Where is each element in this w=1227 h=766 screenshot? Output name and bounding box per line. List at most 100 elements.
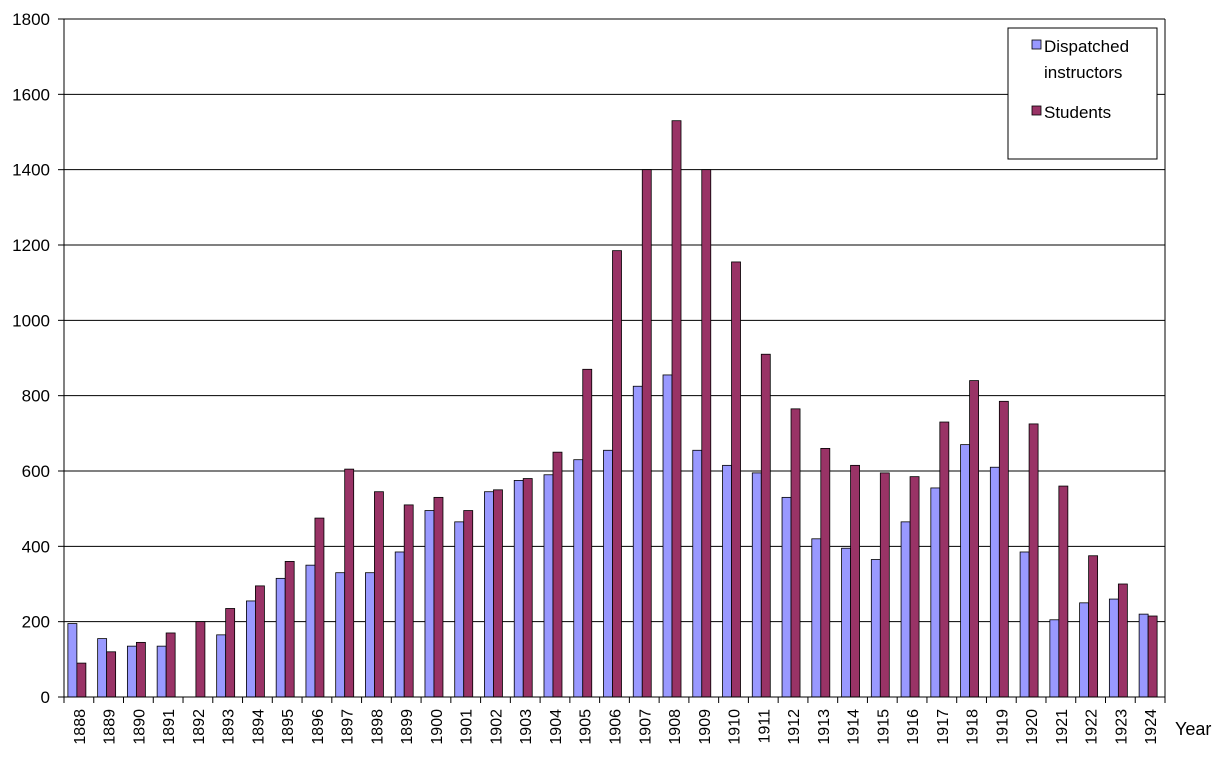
bar-students-1910 (731, 261, 741, 698)
legend-swatch (1031, 105, 1042, 116)
bar-students-1893 (225, 608, 236, 698)
legend-box (1007, 27, 1158, 160)
bar-students-1906 (612, 250, 622, 698)
x-tick-label: 1904 (548, 709, 565, 745)
bar-instructors-1905 (573, 459, 584, 698)
x-tick-label: 1893 (221, 709, 238, 745)
bar-instructors-1898 (365, 572, 375, 698)
bar-instructors-1912 (781, 496, 792, 698)
x-tick-label: 1899 (399, 709, 416, 745)
bars (67, 120, 1158, 698)
bar-instructors-1924 (1138, 613, 1149, 698)
y-tick-label: 400 (22, 537, 50, 556)
x-tick-label: 1918 (965, 709, 982, 745)
bar-students-1912 (790, 408, 801, 698)
bar-students-1904 (552, 451, 563, 698)
bar-students-1902 (493, 489, 503, 698)
y-tick-label: 1000 (12, 311, 50, 330)
bar-instructors-1920 (1019, 551, 1030, 698)
bar-students-1898 (374, 491, 384, 698)
bar-instructors-1913 (811, 538, 822, 698)
bar-students-1905 (582, 368, 593, 698)
bar-students-1897 (344, 468, 355, 698)
legend-label: Students (1044, 103, 1111, 122)
bar-instructors-1921 (1049, 619, 1060, 698)
legend-swatch (1031, 39, 1042, 50)
x-tick-label: 1917 (935, 709, 952, 745)
y-tick-label: 600 (22, 462, 50, 481)
x-tick-label: 1924 (1143, 709, 1160, 745)
legend-label: instructors (1044, 63, 1122, 82)
bar-instructors-1896 (305, 564, 316, 698)
bar-students-1896 (314, 517, 325, 698)
y-tick-label: 0 (41, 688, 50, 707)
x-tick-label: 1908 (667, 709, 684, 745)
bar-instructors-1907 (632, 385, 643, 698)
bar-instructors-1917 (930, 487, 941, 698)
x-tick-label: 1911 (756, 709, 773, 744)
y-tick-labels: 0 200 400 600 800 1000 1200 1400 1600 1800 (12, 10, 50, 707)
x-tick-label: 1916 (905, 709, 922, 745)
bar-students-1907 (641, 169, 652, 698)
bar-students-1915 (879, 472, 890, 698)
x-tick-label: 1895 (280, 709, 297, 745)
bar-students-1892 (195, 621, 206, 698)
x-tick-label: 1898 (369, 709, 386, 745)
x-tick-label: 1907 (637, 709, 654, 745)
bar-instructors-1914 (841, 547, 851, 698)
bar-instructors-1908 (662, 374, 673, 698)
y-tick-label: 800 (22, 387, 50, 406)
x-tick-label: 1909 (697, 709, 714, 745)
x-tick-labels: 1888 1889 1890 1891 1892 1893 1894 1895 1896 1897… (72, 709, 1160, 745)
x-tick-label: 1897 (340, 709, 357, 745)
legend-label: Dispatched (1044, 37, 1129, 56)
x-tick-label: 1910 (727, 709, 744, 745)
y-tick-label: 1200 (12, 236, 50, 255)
x-tick-label: 1903 (518, 709, 535, 745)
bar-instructors-1893 (216, 634, 227, 698)
bar-students-1901 (463, 510, 474, 698)
x-tick-label: 1912 (786, 709, 803, 745)
bar-instructors-1916 (900, 521, 911, 698)
x-axis-label: Year (1175, 719, 1211, 739)
bar-instructors-1899 (394, 551, 405, 698)
bar-students-1899 (403, 504, 414, 698)
x-tick-label: 1901 (459, 709, 476, 745)
bar-instructors-1909 (692, 449, 703, 698)
y-tick-label: 1400 (12, 161, 50, 180)
bar-instructors-1918 (960, 444, 970, 698)
bar-students-1922 (1088, 555, 1099, 698)
bar-students-1913 (820, 447, 831, 698)
bar-students-1891 (165, 632, 176, 698)
x-tick-label: 1920 (1024, 709, 1041, 745)
x-tick-label: 1923 (1113, 709, 1130, 745)
x-tick-label: 1915 (875, 709, 892, 745)
bar-students-1924 (1147, 615, 1158, 698)
x-tick-label: 1914 (846, 709, 863, 745)
y-tick-label: 200 (22, 613, 50, 632)
x-tick-label: 1900 (429, 709, 446, 745)
x-tick-label: 1891 (161, 709, 178, 745)
bar-instructors-1903 (513, 480, 524, 698)
x-tick-label: 1913 (816, 709, 833, 745)
bar-students-1890 (135, 641, 146, 698)
bar-instructors-1915 (870, 559, 881, 698)
bar-students-1918 (969, 380, 979, 698)
bar-instructors-1890 (126, 645, 137, 698)
x-tick-label: 1921 (1054, 709, 1071, 745)
bar-students-1923 (1117, 583, 1128, 698)
bar-instructors-1906 (603, 449, 613, 698)
bar-students-1919 (998, 400, 1009, 698)
x-tick-label: 1902 (488, 709, 505, 745)
bar-instructors-1910 (722, 464, 732, 698)
bar-students-1914 (850, 464, 860, 698)
bar-instructors-1895 (275, 577, 286, 698)
bar-students-1921 (1058, 485, 1069, 698)
bar-students-1917 (939, 421, 950, 698)
bar-instructors-1904 (543, 474, 554, 698)
bar-instructors-1911 (751, 472, 762, 698)
bar-instructors-1900 (424, 510, 435, 698)
bar-students-1909 (701, 169, 712, 698)
x-tick-label: 1888 (72, 709, 89, 745)
